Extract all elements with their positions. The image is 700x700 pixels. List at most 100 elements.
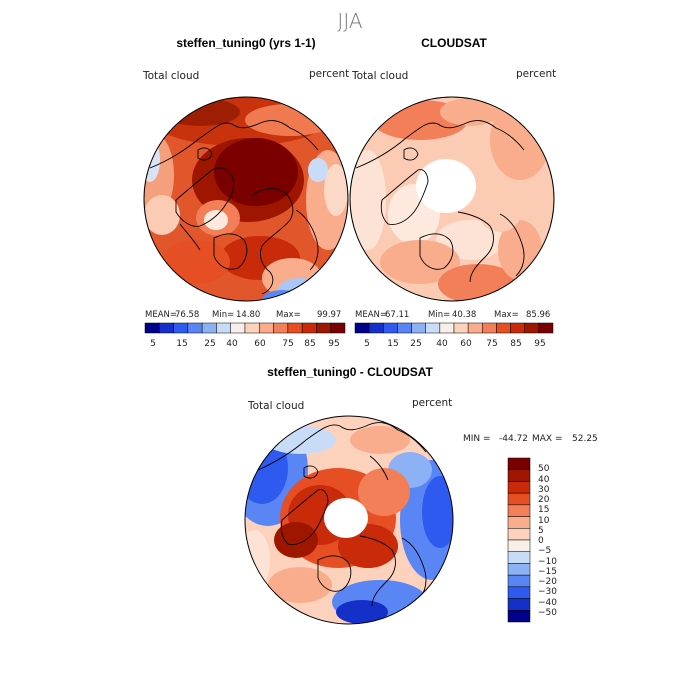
cbar-model-swatch — [273, 322, 289, 334]
cbar-model-swatch — [173, 322, 189, 334]
panel-obs-title: CLOUDSAT — [421, 36, 487, 50]
panel-obs-units: percent — [516, 68, 556, 80]
cbar-obs-swatch — [383, 322, 398, 334]
panel-diff-colorbar — [507, 457, 531, 623]
cbar-obs-tick-25: 25 — [410, 339, 421, 349]
panel-diff-max-label: MAX = — [532, 434, 563, 444]
panel-obs-map — [350, 97, 554, 301]
panel-model-min-value: 14.80 — [236, 310, 260, 320]
cbar-obs-swatch — [482, 322, 497, 334]
cbar-model-tick-15: 15 — [176, 339, 187, 349]
cbar-model-tick-95: 95 — [328, 339, 339, 349]
cbar-obs-tick-60: 60 — [460, 339, 472, 349]
cbar-obs-swatch — [397, 322, 412, 334]
panel-model-colorbar — [144, 322, 346, 334]
panel-diff-outline — [244, 415, 454, 625]
panel-model-units: percent — [309, 68, 349, 80]
panel-diff-max-value: 52.25 — [572, 434, 598, 444]
cbar-diff-swatch — [507, 598, 531, 611]
cbar-obs-tick-5: 5 — [364, 339, 370, 349]
cbar-diff-label-15: 15 — [538, 505, 549, 515]
panel-model-min-label: Min= — [212, 310, 234, 320]
season-title: JJA — [337, 9, 362, 33]
cbar-model-swatch — [244, 322, 260, 334]
panel-model-colorbar-ticks: 5 15 25 40 60 75 85 95 — [150, 339, 340, 349]
cbar-diff-label-5: 5 — [538, 526, 544, 536]
cbar-model-tick-60: 60 — [254, 339, 266, 349]
cbar-diff-label-30: 30 — [538, 485, 550, 495]
panel-diff-map — [245, 416, 453, 624]
panel-obs-colorbar-ticks: 5 15 25 40 60 75 85 95 — [364, 339, 546, 349]
cbar-obs-swatch — [510, 322, 525, 334]
cbar-diff-label-m10: −10 — [538, 557, 557, 567]
cbar-diff-label-m30: −30 — [538, 587, 557, 597]
cbar-diff-swatch — [507, 457, 531, 470]
panel-diff-min-value: -44.72 — [499, 434, 528, 444]
cbar-obs-swatch — [467, 322, 483, 334]
panel-diff-range: MIN = -44.72 MAX = 52.25 — [463, 434, 598, 444]
cbar-model-swatch — [287, 322, 303, 334]
panel-obs-mean-label: MEAN= — [355, 310, 387, 320]
panel-model-title: steffen_tuning0 (yrs 1-1) — [176, 36, 315, 50]
panel-obs-max-value: 85.96 — [526, 310, 550, 320]
cbar-obs-swatch — [354, 322, 370, 334]
cbar-model-swatch — [159, 322, 174, 334]
panel-model-map — [144, 97, 348, 301]
panel-model-stats: MEAN= 76.58 Min= 14.80 Max= 99.97 — [145, 310, 341, 320]
panel-diff-colorbar-labels: 50 40 30 20 15 10 5 0 −5 −10 −15 −20 −30… — [538, 464, 557, 618]
cbar-obs-swatch — [453, 322, 469, 334]
cbar-model-swatch — [216, 322, 231, 334]
cbar-model-tick-25: 25 — [204, 339, 215, 349]
cbar-diff-swatch — [507, 492, 531, 506]
panel-model-max-value: 99.97 — [317, 310, 341, 320]
cbar-diff-swatch — [507, 563, 531, 576]
cbar-diff-swatch — [507, 551, 531, 564]
cbar-diff-label-m20: −20 — [538, 577, 557, 587]
cbar-model-swatch — [259, 322, 274, 334]
panel-model: steffen_tuning0 (yrs 1-1) Total cloud pe… — [142, 36, 349, 349]
cbar-model-swatch — [330, 322, 346, 334]
panel-obs-variable: Total cloud — [351, 70, 408, 82]
panel-obs-max-label: Max= — [494, 310, 519, 320]
panel-model-max-label: Max= — [276, 310, 301, 320]
cbar-diff-swatch — [507, 574, 531, 588]
cbar-obs-swatch — [368, 322, 384, 334]
cbar-model-swatch — [201, 322, 217, 334]
cbar-obs-swatch — [496, 322, 511, 334]
cbar-model-tick-75: 75 — [282, 339, 293, 349]
cbar-model-swatch — [144, 322, 160, 334]
panel-obs-mean-value: 67.11 — [385, 310, 409, 320]
panel-obs-colorbar — [354, 322, 554, 334]
panel-model-mean-value: 76.58 — [175, 310, 199, 320]
panel-diff-title: steffen_tuning0 - CLOUDSAT — [267, 365, 433, 379]
panel-model-variable: Total cloud — [142, 70, 199, 82]
panel-diff-variable: Total cloud — [247, 400, 304, 412]
panel-obs-outline — [349, 96, 555, 302]
cbar-diff-swatch — [507, 528, 531, 541]
cbar-diff-label-0: 0 — [538, 536, 544, 546]
panel-obs-stats: MEAN= 67.11 Min= 40.38 Max= 85.96 — [355, 310, 550, 320]
cbar-diff-swatch — [507, 504, 531, 517]
panel-obs-min-value: 40.38 — [452, 310, 476, 320]
cbar-model-tick-40: 40 — [226, 339, 238, 349]
cbar-model-swatch — [230, 322, 246, 334]
cbar-model-tick-5: 5 — [150, 339, 156, 349]
cbar-diff-label-40: 40 — [538, 475, 550, 485]
cbar-diff-swatch — [507, 610, 531, 623]
cbar-diff-label-20: 20 — [538, 495, 550, 505]
cbar-obs-swatch — [524, 322, 540, 334]
cbar-obs-tick-75: 75 — [486, 339, 497, 349]
cbar-diff-label-10: 10 — [538, 516, 550, 526]
cbar-model-swatch — [301, 322, 317, 334]
cbar-diff-swatch — [507, 481, 531, 494]
panel-diff-units: percent — [412, 397, 452, 409]
cbar-diff-label-m40: −40 — [538, 598, 557, 608]
panel-obs-min-label: Min= — [428, 310, 450, 320]
cbar-diff-swatch — [507, 539, 531, 552]
cbar-diff-swatch — [507, 516, 531, 529]
cbar-model-swatch — [187, 322, 203, 334]
panel-obs: CLOUDSAT Total cloud percent — [349, 36, 556, 349]
cbar-diff-label-m50: −50 — [538, 608, 557, 618]
cbar-obs-swatch — [538, 322, 554, 334]
